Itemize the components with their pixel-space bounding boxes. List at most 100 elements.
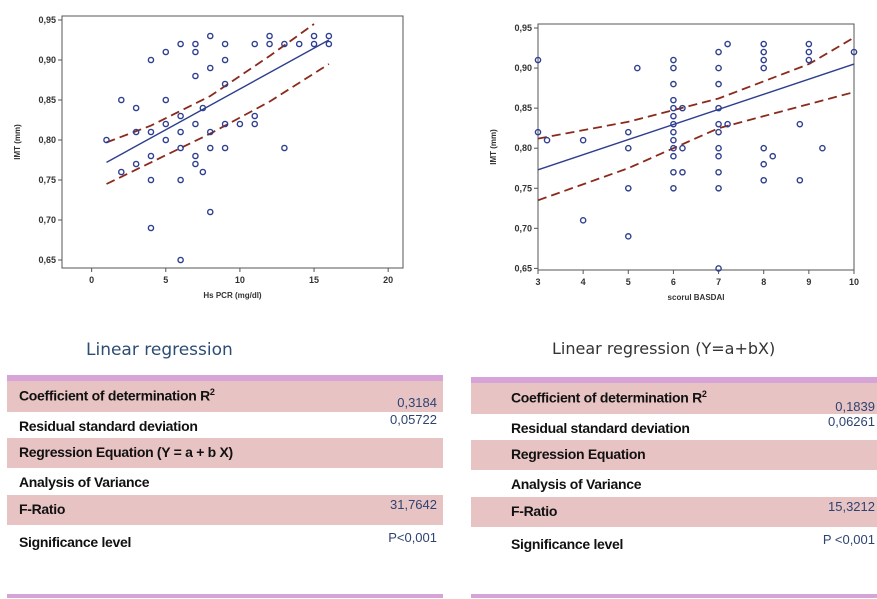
data-point — [177, 144, 184, 152]
left-table-caption: Linear regression — [86, 340, 233, 360]
y-tick-label: 0,90 — [38, 55, 56, 65]
data-point — [221, 120, 229, 128]
data-point — [679, 144, 686, 152]
data-point — [192, 120, 199, 128]
data-point — [715, 64, 722, 72]
x-tick-label: 3 — [535, 277, 540, 287]
y-axis-label: IMT (mm) — [13, 124, 22, 160]
data-point — [670, 168, 677, 176]
data-point — [715, 120, 722, 128]
data-point — [543, 136, 551, 144]
data-point — [251, 112, 259, 120]
confidence-upper-line — [537, 36, 855, 140]
data-point — [236, 120, 244, 128]
data-point — [325, 32, 333, 40]
table-row: Coefficient of determination R2 0,1839 — [471, 383, 877, 414]
row-value: P<0,001 — [388, 530, 437, 545]
data-point — [206, 32, 214, 40]
y-tick-label: 0,85 — [514, 103, 532, 113]
x-tick-label: 9 — [806, 277, 811, 287]
y-tick-label: 0,95 — [514, 23, 532, 33]
confidence-lower-line — [537, 91, 855, 202]
data-point — [715, 168, 722, 176]
table-row: Significance level P<0,001 — [7, 525, 443, 553]
data-point — [624, 144, 632, 152]
plot-frame — [61, 15, 404, 269]
data-point — [670, 80, 677, 88]
data-point — [670, 96, 677, 104]
row-label: Significance level — [19, 534, 132, 550]
data-point — [266, 32, 273, 40]
data-point — [670, 56, 677, 64]
y-tick-label: 0,70 — [38, 215, 56, 225]
data-point — [760, 64, 768, 72]
row-value: 0,3184 — [397, 395, 437, 410]
data-point — [679, 168, 686, 176]
data-point — [796, 120, 804, 128]
data-point — [221, 40, 229, 48]
x-tick-label: 4 — [581, 277, 586, 287]
row-label: Analysis of Variance — [19, 474, 150, 490]
data-point — [670, 152, 677, 160]
data-point — [266, 40, 273, 48]
table-bottom-bar — [471, 594, 877, 598]
table-row: Coefficient of determination R2 0,3184 — [7, 381, 443, 412]
data-point — [310, 40, 318, 48]
y-tick-label: 0,70 — [514, 223, 532, 233]
data-point — [624, 128, 632, 136]
data-point — [199, 168, 207, 176]
row-label: Coefficient of determination R — [19, 387, 210, 404]
data-point — [624, 233, 632, 240]
row-label: Analysis of Variance — [511, 476, 642, 492]
data-point — [715, 80, 722, 88]
row-value: P <0,001 — [822, 532, 875, 547]
confidence-upper-line — [106, 23, 315, 144]
y-tick-label: 0,65 — [514, 263, 532, 273]
y-tick-label: 0,90 — [514, 63, 532, 73]
data-point — [715, 128, 722, 136]
data-point — [192, 152, 199, 160]
row-value: 15,3212 — [828, 499, 875, 514]
chart-imt-vs-hs-pcr: 0,65 0,70 0,75 0,80 0,85 0,90 0,95 0 5 10 15 20 Hs P… — [13, 15, 404, 300]
x-tick-label: 15 — [309, 275, 319, 285]
data-point — [805, 48, 813, 56]
table-top-bar — [7, 375, 443, 381]
x-tick-label: 6 — [671, 277, 676, 287]
regression-line — [537, 63, 855, 171]
data-point — [805, 56, 813, 64]
y-tick-label: 0,75 — [514, 183, 532, 193]
data-point — [147, 128, 155, 136]
x-axis-label: Hs PCR (mg/dl) — [203, 291, 262, 300]
data-point — [670, 144, 677, 152]
data-point — [760, 56, 768, 64]
data-point — [579, 136, 587, 144]
data-point — [624, 184, 632, 192]
y-tick-label: 0,65 — [38, 255, 56, 265]
y-tick-label: 0,75 — [38, 175, 56, 185]
data-point — [147, 176, 155, 184]
right-regression-table: Coefficient of determination R2 0,1839 R… — [471, 377, 877, 553]
data-point — [206, 64, 214, 72]
y-tick-label: 0,80 — [38, 135, 56, 145]
data-point — [118, 168, 125, 176]
row-label-sup: 2 — [701, 389, 707, 399]
data-point — [760, 144, 768, 152]
row-label: Regression Equation — [511, 446, 646, 462]
table-row: Regression Equation (Y = a + b X) — [7, 438, 443, 468]
x-tick-label: 5 — [163, 275, 168, 285]
data-point — [760, 40, 768, 48]
table-top-bar — [471, 377, 877, 383]
data-point — [534, 128, 542, 136]
right-table-caption: Linear regression (Y=a+bX) — [552, 339, 776, 358]
data-point — [177, 128, 184, 136]
data-point — [679, 104, 686, 112]
data-point — [715, 152, 722, 160]
data-point — [805, 40, 813, 48]
row-label: Residual standard deviation — [511, 420, 690, 436]
data-point — [221, 56, 229, 64]
data-point — [715, 144, 722, 152]
data-point — [295, 40, 303, 48]
data-point — [177, 40, 184, 48]
data-point — [715, 265, 722, 272]
plot-frame — [537, 23, 855, 271]
